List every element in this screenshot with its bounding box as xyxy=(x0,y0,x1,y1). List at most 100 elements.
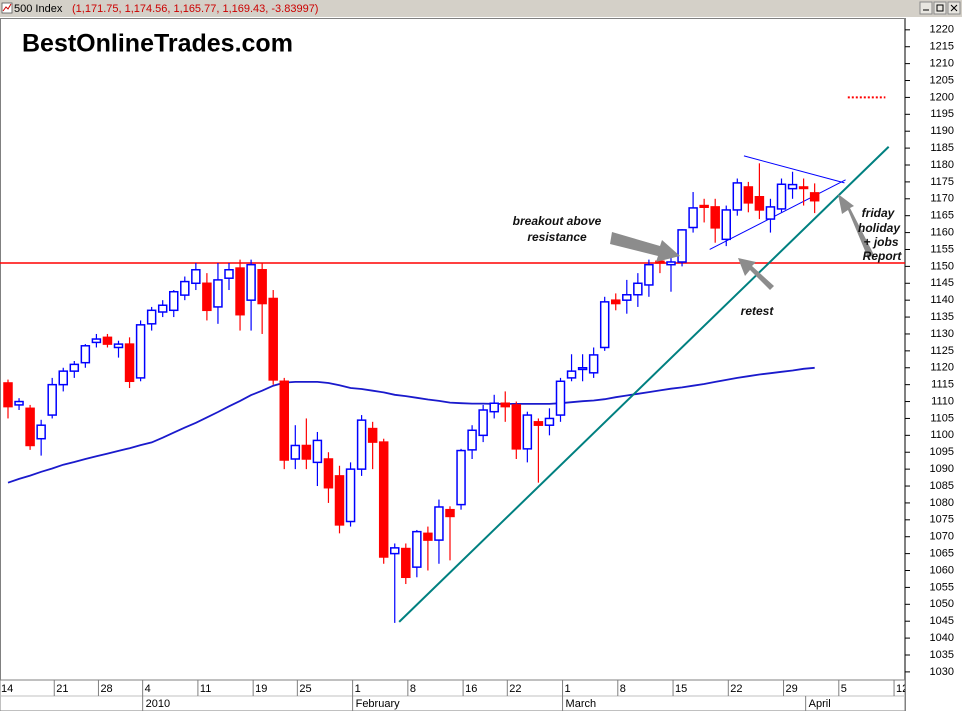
y-tick-label: 1215 xyxy=(930,41,954,53)
y-tick-label: 1060 xyxy=(930,564,954,576)
arrow xyxy=(610,232,680,262)
y-tick-label: 1205 xyxy=(930,74,954,86)
y-tick-label: 1105 xyxy=(930,412,954,424)
y-tick-label: 1125 xyxy=(930,345,954,357)
candle-body xyxy=(478,409,488,437)
x-tick-label: 14 xyxy=(1,683,13,695)
candle-body xyxy=(279,380,289,461)
candle-body xyxy=(522,414,533,450)
candle-body xyxy=(323,458,334,489)
candle-body xyxy=(489,402,499,413)
y-tick-label: 1080 xyxy=(930,497,954,509)
candle-body xyxy=(345,468,356,523)
candle-body xyxy=(169,290,179,312)
y-tick-label: 1155 xyxy=(930,243,954,255)
y-tick-label: 1115 xyxy=(931,379,954,391)
x-tick-label: 11 xyxy=(200,683,211,695)
y-tick-label: 1200 xyxy=(930,91,954,103)
candle-body xyxy=(644,263,654,286)
candle-body xyxy=(301,444,312,460)
candle-body xyxy=(390,547,400,555)
candle-body xyxy=(213,279,223,308)
y-tick-label: 1145 xyxy=(930,277,954,289)
month-label: February xyxy=(356,698,401,710)
y-tick-label: 1040 xyxy=(930,632,954,644)
month-label: March xyxy=(566,698,597,710)
candle-body xyxy=(146,309,157,325)
y-tick-label: 1195 xyxy=(930,108,954,120)
y-tick-label: 1140 xyxy=(930,294,954,306)
candle-body xyxy=(776,183,787,210)
candle-body xyxy=(511,404,522,450)
y-tick-label: 1220 xyxy=(930,24,954,36)
candle-body xyxy=(102,336,113,345)
chart-icon-line xyxy=(2,3,12,12)
candle-body xyxy=(555,380,566,416)
candle-body xyxy=(268,297,278,381)
y-tick-label: 1135 xyxy=(930,311,954,323)
x-tick-label: 22 xyxy=(509,683,521,695)
candle-body xyxy=(246,263,256,301)
y-tick-label: 1210 xyxy=(930,58,954,70)
candle-body xyxy=(47,383,57,416)
candle-body xyxy=(36,424,46,440)
candle-body xyxy=(456,449,466,506)
y-tick-label: 1150 xyxy=(930,260,954,272)
y-tick-label: 1030 xyxy=(930,666,954,678)
triangle-line xyxy=(709,179,846,250)
candle-body xyxy=(500,402,510,408)
y-tick-label: 1120 xyxy=(930,362,954,374)
y-tick-label: 1130 xyxy=(930,328,954,340)
candle-body xyxy=(655,260,665,264)
y-tick-label: 1095 xyxy=(930,446,954,458)
y-tick-label: 1170 xyxy=(930,193,954,205)
x-tick-label: 5 xyxy=(841,683,847,695)
candle-body xyxy=(721,209,731,241)
window-button[interactable] xyxy=(919,1,933,15)
candle-body xyxy=(224,269,234,279)
candle-body xyxy=(257,269,267,305)
candle-body xyxy=(809,192,820,202)
candle-body xyxy=(3,382,13,408)
annotation: friday xyxy=(862,206,896,220)
arrow xyxy=(838,194,874,258)
x-tick-label: 15 xyxy=(675,683,687,695)
candle-body xyxy=(434,506,444,541)
annotation: + jobs xyxy=(863,235,898,249)
y-tick-label: 1035 xyxy=(930,649,954,661)
candle-body xyxy=(69,363,80,372)
candle-body xyxy=(588,354,599,374)
trendline xyxy=(398,146,890,623)
moving-average xyxy=(7,366,815,484)
candle-body xyxy=(599,301,610,349)
candle-body xyxy=(467,429,477,451)
candle-body xyxy=(124,343,135,383)
candle-body xyxy=(577,367,588,371)
candle-body xyxy=(202,282,212,312)
candle-body xyxy=(611,299,621,305)
y-tick-label: 1165 xyxy=(930,210,954,222)
candle-body xyxy=(312,439,323,464)
window-button[interactable] xyxy=(933,1,947,15)
candle-body xyxy=(533,421,544,426)
candle-body xyxy=(743,186,754,204)
title-bar: 500 Index (1,171.75, 1,174.56, 1,165.77,… xyxy=(0,0,962,17)
x-tick-label: 8 xyxy=(620,683,626,695)
annotation: resistance xyxy=(527,230,587,244)
candle-body xyxy=(666,261,676,266)
y-tick-label: 1045 xyxy=(930,615,954,627)
quote: (1,171.75, 1,174.56, 1,165.77, 1,169.43,… xyxy=(72,3,318,15)
y-axis-panel xyxy=(905,18,962,711)
candle-body xyxy=(367,427,378,443)
candle-body xyxy=(401,547,411,579)
y-tick-label: 1085 xyxy=(930,480,954,492)
x-tick-label: 1 xyxy=(565,683,571,695)
candle-body xyxy=(91,338,102,344)
y-tick-label: 1180 xyxy=(930,159,954,171)
y-tick-label: 1090 xyxy=(930,463,954,475)
y-tick-label: 1185 xyxy=(930,142,954,154)
x-tick-label: 4 xyxy=(145,683,151,695)
candle-body xyxy=(765,206,776,220)
